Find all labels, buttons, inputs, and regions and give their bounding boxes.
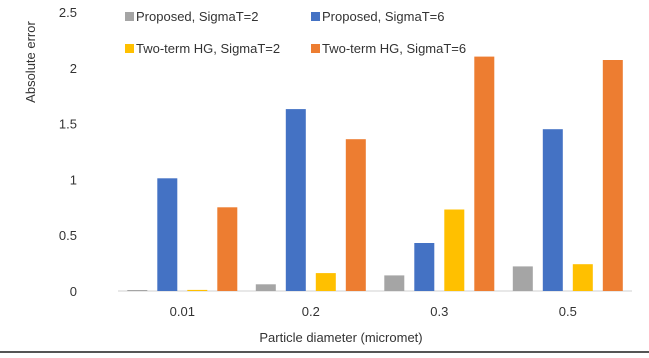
legend-swatch — [311, 12, 320, 21]
y-tick-label: 0.5 — [59, 228, 77, 243]
bar — [512, 266, 533, 291]
legend-label: Proposed, SigmaT=6 — [322, 9, 444, 24]
x-tick-label: 0.3 — [430, 304, 448, 319]
bar — [602, 60, 623, 291]
bar — [217, 207, 238, 291]
legend-label: Proposed, SigmaT=2 — [136, 9, 258, 24]
legend-swatch — [125, 12, 134, 21]
bar — [255, 284, 276, 291]
bar — [315, 273, 336, 291]
bar — [345, 139, 366, 291]
bar — [187, 289, 208, 291]
x-tick-label: 0.2 — [302, 304, 320, 319]
bottom-rule — [0, 351, 649, 353]
x-axis-label: Particle diameter (micromet) — [259, 330, 422, 345]
y-tick-label: 1.5 — [59, 117, 77, 132]
x-tick-label: 0.01 — [170, 304, 195, 319]
legend-label: Two-term HG, SigmaT=2 — [136, 41, 280, 56]
bars — [127, 56, 623, 291]
bar — [157, 178, 178, 291]
legend-label: Two-term HG, SigmaT=6 — [322, 41, 466, 56]
y-tick-label: 2 — [70, 61, 77, 76]
bar — [384, 275, 405, 291]
bar — [444, 209, 465, 291]
y-axis-label: Absolute error — [23, 21, 38, 103]
bar — [542, 129, 563, 291]
x-axis-ticks: 0.01 0.2 0.3 0.5 — [170, 304, 577, 319]
legend-swatch — [311, 44, 320, 53]
y-axis-ticks: 0 0.5 1 1.5 2 2.5 — [59, 5, 77, 299]
y-tick-label: 2.5 — [59, 5, 77, 20]
y-tick-label: 0 — [70, 284, 77, 299]
bar — [285, 109, 306, 291]
bar — [572, 264, 593, 291]
bar — [127, 290, 148, 291]
legend: Proposed, SigmaT=2 Proposed, SigmaT=6 Two-… — [125, 9, 466, 56]
y-tick-label: 1 — [70, 172, 77, 187]
legend-swatch — [125, 44, 134, 53]
bar — [474, 56, 495, 291]
bar — [414, 243, 435, 291]
x-tick-label: 0.5 — [559, 304, 577, 319]
